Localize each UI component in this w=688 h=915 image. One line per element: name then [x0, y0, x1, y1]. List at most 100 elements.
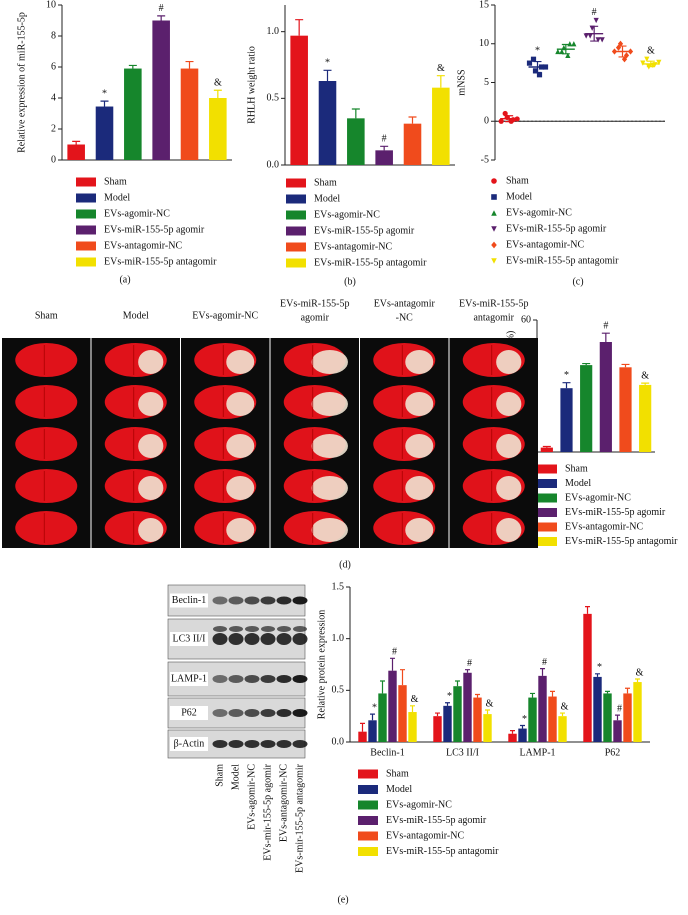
error-bar — [351, 108, 360, 119]
dot — [617, 40, 624, 47]
bar — [593, 676, 602, 742]
legend-swatch — [358, 800, 378, 810]
error-bar — [445, 702, 450, 706]
bar — [633, 682, 642, 742]
error-bar — [530, 692, 535, 698]
band — [244, 633, 260, 645]
error-bar — [540, 668, 545, 676]
band — [212, 596, 228, 605]
bar — [152, 20, 170, 160]
annotation: # — [159, 3, 164, 14]
error-bar — [601, 332, 610, 342]
label-box — [170, 632, 208, 646]
bar — [347, 118, 365, 165]
y-tick-label: 10 — [46, 0, 56, 10]
infarct-area — [311, 392, 348, 416]
dot — [583, 33, 589, 39]
error-bar — [582, 362, 591, 366]
error-bar — [295, 19, 304, 36]
legend-label: EVs-miR-155-5p antagomir — [314, 257, 427, 268]
blot-row-label: LAMP-1 — [171, 673, 207, 684]
sd-bar — [561, 43, 570, 55]
legend-label: EVs-agomir-NC — [386, 799, 452, 810]
y-tick-label: -5 — [481, 154, 489, 165]
legend-label: EVs-miR-155-5p agomir — [506, 223, 607, 234]
column-header: Sham — [35, 310, 58, 321]
lane-label: EVs-mir-155-5p agomir — [262, 763, 273, 860]
band — [293, 626, 307, 632]
band — [260, 596, 276, 605]
dot — [644, 56, 650, 62]
dot — [656, 59, 662, 65]
y-tick-label: 2 — [51, 123, 56, 134]
legend-marker — [491, 258, 497, 264]
lane-label: EVs-mir-155-5p antagomir — [294, 763, 305, 873]
legend-swatch — [286, 178, 306, 188]
legend-swatch — [76, 241, 96, 251]
legend-label: Sham — [104, 176, 127, 187]
legend-marker — [491, 194, 497, 200]
legend-swatch — [537, 493, 557, 503]
legend-label: EVs-agomir-NC — [565, 492, 631, 503]
y-axis-label: RHLH weight ratio — [246, 46, 257, 124]
legend-swatch — [286, 258, 306, 268]
error-bar — [360, 722, 365, 732]
bar — [508, 733, 517, 742]
bar — [473, 697, 482, 742]
band — [245, 626, 259, 632]
legend-swatch — [286, 242, 306, 252]
band — [276, 675, 292, 683]
legend-swatch — [76, 257, 96, 267]
legend-label: EVs-agomir-NC — [506, 207, 572, 218]
y-tick-label: 0 — [51, 154, 56, 165]
legend-label: EVs-agomir-NC — [314, 209, 380, 220]
infarct-area — [405, 518, 434, 542]
bar — [518, 728, 527, 742]
y-tick-label: 0.0 — [267, 159, 280, 170]
dot — [502, 110, 508, 117]
error-bar — [435, 712, 440, 717]
x-tick-label: LAMP-1 — [519, 747, 555, 758]
infarct-area — [226, 476, 255, 500]
band — [244, 675, 260, 683]
band — [228, 709, 244, 717]
dot — [571, 41, 577, 47]
sd-bar — [618, 45, 627, 58]
column-header: -NC — [396, 312, 414, 323]
infarct-area — [496, 392, 522, 416]
legend-swatch — [76, 209, 96, 219]
blot-row-label: P62 — [181, 707, 197, 718]
panel-label: (b) — [344, 276, 356, 287]
legend-label: Sham — [565, 463, 588, 474]
bar — [67, 144, 85, 160]
legend-label: EVs-miR-155-5p antagomir — [386, 846, 499, 857]
dot — [621, 56, 628, 63]
legend-marker — [491, 210, 497, 216]
error-bar — [635, 678, 640, 683]
legend-swatch — [358, 831, 378, 841]
legend-swatch — [537, 464, 557, 474]
error-bar — [595, 673, 600, 677]
bar — [408, 712, 417, 742]
legend-label: Sham — [506, 175, 529, 186]
error-bar — [562, 382, 571, 389]
infarct-area — [405, 476, 434, 500]
legend-swatch — [537, 508, 557, 517]
panel-label: (e) — [337, 894, 348, 905]
error-bar — [185, 60, 194, 69]
band — [228, 596, 244, 605]
legend-label: Model — [386, 784, 412, 795]
annotation: # — [603, 320, 608, 331]
dot — [589, 25, 595, 31]
bar — [290, 35, 308, 165]
dot — [565, 52, 571, 58]
infarct-area — [138, 434, 164, 458]
blot-row-label: LC3 II/I — [172, 633, 205, 644]
y-tick-label: 15 — [479, 0, 489, 10]
error-bar — [370, 713, 375, 721]
infarct-area — [405, 434, 434, 458]
x-tick-label: P62 — [605, 747, 621, 758]
infarct-area — [138, 476, 164, 500]
annotation: * — [597, 662, 602, 673]
